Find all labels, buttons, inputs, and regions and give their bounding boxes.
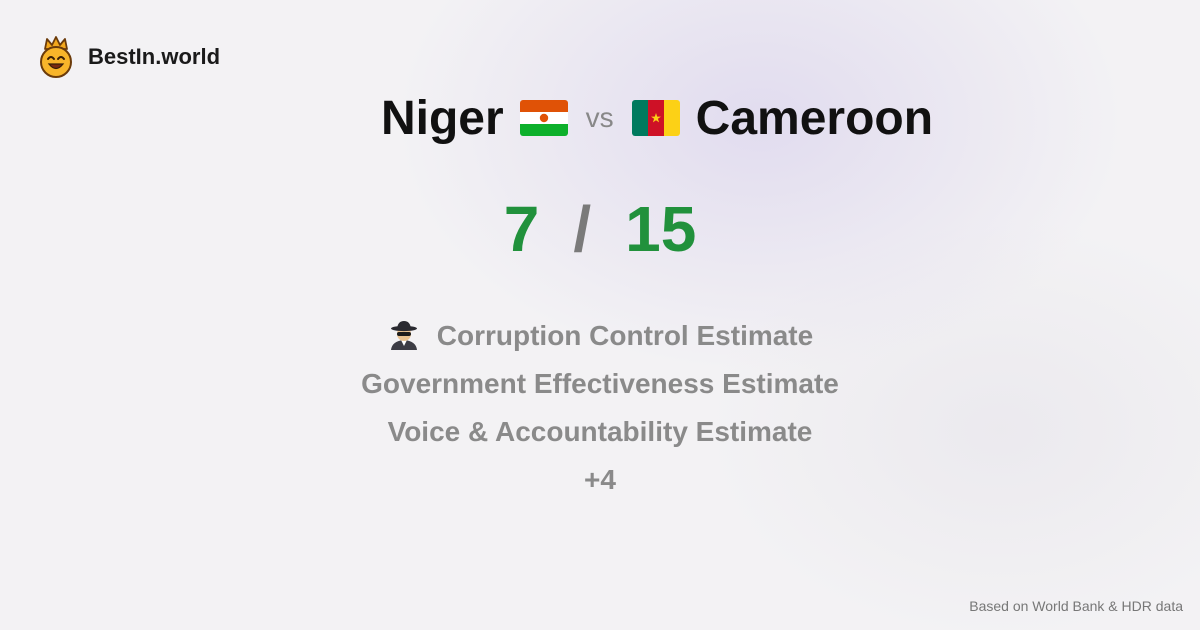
- metric-item: Government Effectiveness Estimate: [0, 360, 1200, 408]
- niger-flag-icon: [519, 100, 568, 136]
- comparison-title: Niger vs Cameroon: [0, 88, 1200, 148]
- country-b-name: Cameroon: [695, 91, 934, 145]
- score-display: 7 / 15: [0, 192, 1200, 266]
- country-a-name: Niger: [380, 91, 504, 145]
- more-metrics-count: +4: [0, 456, 1200, 504]
- score-country-a: 7: [503, 193, 540, 265]
- metric-label: Corruption Control Estimate: [436, 320, 814, 351]
- score-country-b: 15: [625, 193, 697, 265]
- brand-logo[interactable]: BestIn.world: [38, 36, 220, 78]
- vs-label: vs: [585, 102, 614, 133]
- metric-label: Voice & Accountability Estimate: [387, 416, 813, 447]
- metric-label: Government Effectiveness Estimate: [361, 368, 839, 399]
- spy-icon: [390, 321, 417, 350]
- score-separator: /: [573, 193, 592, 265]
- cameroon-flag-icon: [631, 100, 680, 136]
- metric-label: +4: [584, 464, 616, 495]
- smiling-crown-icon: [40, 36, 72, 78]
- data-source-note: Based on World Bank & HDR data: [969, 598, 1183, 614]
- metric-item: Voice & Accountability Estimate: [0, 408, 1200, 456]
- brand-name: BestIn.world: [88, 44, 221, 69]
- metric-list: Corruption Control Estimate Government E…: [0, 312, 1200, 504]
- metric-item: Corruption Control Estimate: [0, 312, 1200, 360]
